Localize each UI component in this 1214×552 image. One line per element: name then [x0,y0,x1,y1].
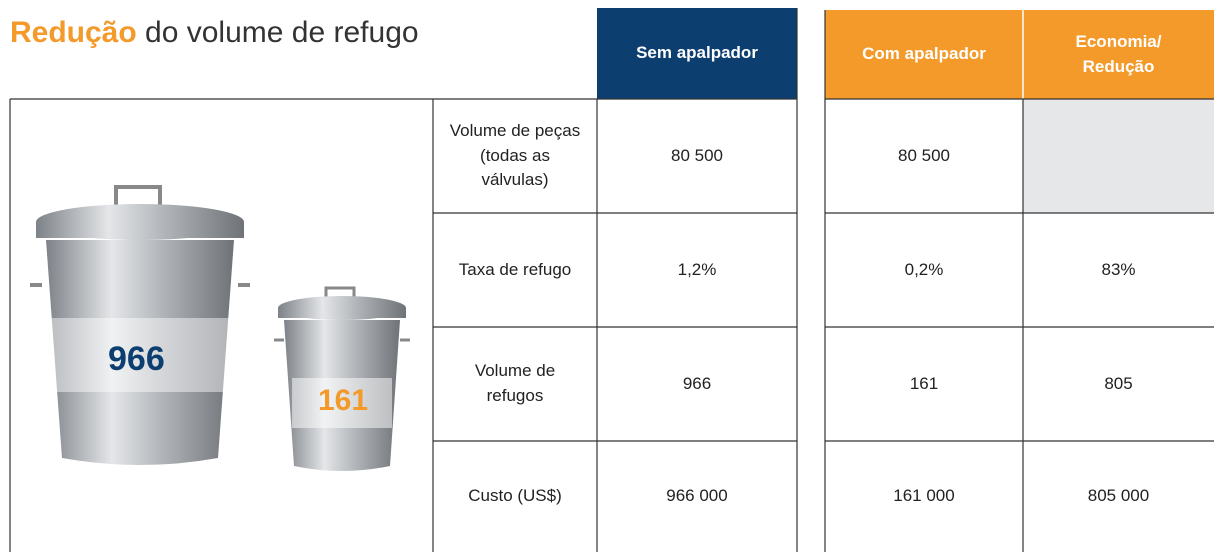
title-rest: do volume de refugo [145,16,419,49]
row-label: Taxa de refugo [433,213,597,327]
cell: 966 [597,327,797,441]
row-label: Custo (US$) [433,441,597,552]
small-can [274,288,410,471]
bin-label: 161 [318,384,368,418]
cell: 966 000 [597,441,797,552]
cell: 80 500 [825,99,1023,213]
title-highlight: Redução [10,16,137,49]
cell: 83% [1023,213,1214,327]
empty-cell [1023,99,1214,213]
header: Economia/ Redução [1023,10,1214,99]
cell: 805 000 [1023,441,1214,552]
cell: 1,2% [597,213,797,327]
row-label: Volume de peças (todas as válvulas) [433,99,597,213]
bin-label: 966 [108,340,165,379]
big-can [30,187,250,465]
page: Redução do volume de refugo Sem apalpado… [0,0,1214,552]
title: Redução do volume de refugo [10,16,419,50]
cell: 161 000 [825,441,1023,552]
header: Com apalpador [825,10,1023,99]
cell: 80 500 [597,99,797,213]
header: Sem apalpador [597,8,797,99]
cell: 805 [1023,327,1214,441]
cell: 161 [825,327,1023,441]
cell: 0,2% [825,213,1023,327]
row-label: Volume de refugos [433,327,597,441]
